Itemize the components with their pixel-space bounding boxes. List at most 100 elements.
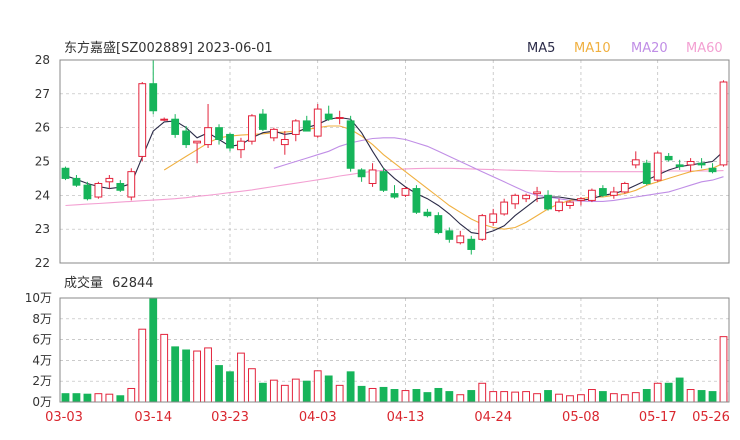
candle-body (302, 120, 311, 132)
volume-bar (226, 371, 234, 403)
date-tick-label: 05-17 (639, 410, 677, 425)
candle-body (368, 169, 377, 184)
candle-body (72, 177, 81, 186)
price-y-axis: 28 27 26 25 24 23 22 (35, 53, 50, 270)
candle-body (204, 127, 212, 146)
candle-body (533, 191, 541, 195)
candle-body (127, 171, 136, 198)
candle-body (61, 167, 70, 179)
ma-line-ma60 (65, 167, 724, 207)
candle-body (94, 182, 103, 198)
volume-bar (686, 389, 695, 403)
volume-tick-label: 2万 (32, 374, 52, 388)
volume-plot-frame (59, 297, 730, 403)
volume-bar (533, 393, 541, 403)
candle-body (500, 201, 509, 215)
volume-bar (116, 395, 125, 403)
volume-bar (598, 391, 607, 403)
price-tick-label: 25 (35, 155, 50, 169)
price-tick-label: 28 (35, 53, 50, 67)
volume-bar (302, 380, 311, 403)
volume-bar (434, 387, 443, 403)
candle-body (83, 184, 92, 200)
candle-body (160, 118, 169, 121)
chart-title: 东方嘉盛[SZ002889] 2023-06-01 (64, 40, 273, 56)
volume-bar (379, 386, 388, 403)
candle-body (280, 139, 289, 146)
candle-body (664, 155, 673, 161)
volume-bar (248, 368, 256, 403)
volume-bar (664, 382, 673, 403)
candle-body (522, 194, 531, 200)
ma-line-ma5 (65, 116, 724, 235)
volume-bar (149, 297, 158, 403)
volume-bar (204, 347, 212, 403)
legend-ma10: MA10 (574, 41, 611, 56)
candle-body (620, 182, 629, 193)
price-tick-label: 23 (35, 222, 50, 236)
candle-body (324, 113, 333, 120)
volume-bar (105, 393, 114, 403)
volume-bar (237, 352, 245, 403)
date-tick-label: 03-14 (134, 410, 172, 425)
volume-bar (653, 382, 662, 403)
volume-bar (160, 333, 169, 403)
volume-bar (675, 377, 684, 403)
candle-body (544, 194, 552, 210)
volume-bar (335, 384, 344, 403)
candle-body (215, 127, 223, 141)
volume-bar (478, 382, 487, 403)
volume-bar (719, 336, 728, 403)
date-tick-label: 04-13 (387, 410, 425, 425)
candle-body (653, 152, 662, 181)
candle-body (609, 191, 618, 196)
volume-tick-label: 8万 (32, 312, 52, 326)
legend-ma5: MA5 (527, 41, 555, 56)
volume-bar (138, 328, 147, 403)
volume-y-axis: 10万 8万 6万 4万 2万 0万 (25, 291, 52, 409)
candle-body (719, 81, 728, 166)
volume-tick-label: 6万 (32, 333, 52, 347)
volume-bar (642, 389, 651, 403)
candle-body (642, 162, 651, 184)
date-tick-label: 05-26 (692, 410, 730, 425)
price-tick-label: 22 (35, 256, 50, 270)
date-axis: 03-03 03-14 03-23 04-03 04-13 04-24 05-08 05-17… (45, 410, 730, 425)
volume-bar (631, 392, 640, 403)
volume-bar (423, 392, 432, 403)
volume-bar (291, 378, 300, 403)
candle-body (555, 201, 563, 212)
volume-tick-label: 0万 (32, 395, 52, 409)
volume-bar (544, 390, 552, 403)
volume-bar (566, 395, 574, 403)
volume-bar (171, 346, 180, 403)
volume-bar (445, 391, 454, 403)
volume-bar (390, 389, 399, 403)
candle-body (478, 215, 487, 240)
candle-body (566, 201, 574, 206)
volume-bar (269, 379, 278, 403)
volume-bar (456, 394, 465, 403)
volume-label-prefix: 成交量 (64, 275, 103, 291)
volume-bar (182, 349, 191, 403)
candle-body (248, 115, 256, 142)
candle-body (708, 167, 717, 173)
legend-ma60: MA60 (686, 41, 723, 56)
candle-body (357, 169, 366, 178)
volume-bar (215, 365, 223, 403)
volume-bar (313, 370, 322, 403)
volume-bar (401, 390, 410, 403)
volume-bar (500, 391, 509, 403)
volume-bar (258, 382, 267, 403)
candle-body (412, 188, 421, 213)
ma-line-ma10 (163, 125, 724, 230)
price-tick-label: 27 (35, 87, 50, 101)
price-tick-label: 26 (35, 121, 50, 135)
date-tick-label: 03-23 (211, 410, 249, 425)
candle-body (258, 113, 267, 130)
volume-bar (357, 385, 366, 403)
volume-bar (708, 391, 717, 403)
volume-bar (412, 389, 421, 403)
candle-body (291, 120, 300, 135)
